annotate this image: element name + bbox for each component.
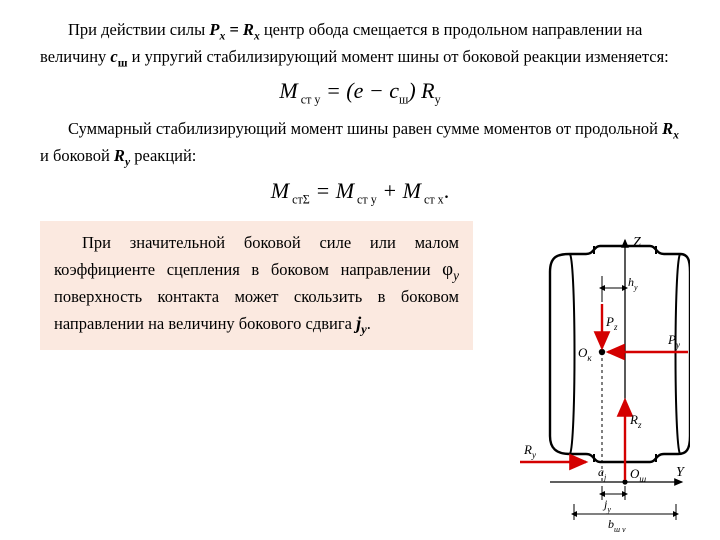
rz-label: Rz <box>629 412 642 430</box>
tire-shoulder-left <box>570 254 575 454</box>
p2-Ry: R <box>114 146 125 165</box>
osh-point <box>622 479 627 484</box>
ry-label: Ry <box>523 442 536 460</box>
f2-dot: . <box>444 178 450 203</box>
ok-label: Oк <box>578 345 592 363</box>
f1-eq: = (e − c <box>320 78 399 103</box>
osh-label: Oш <box>630 466 646 484</box>
f1-sh: ш <box>399 92 408 106</box>
p2-a: Суммарный стабилизирующий момент шины ра… <box>68 119 662 138</box>
hl-a: При значительной боковой силе или малом … <box>54 233 459 279</box>
tire-shoulder-right <box>676 254 681 454</box>
bshy-label: bш y <box>608 517 626 532</box>
p1-Px: P <box>209 20 219 39</box>
p1-Rx: R <box>243 20 254 39</box>
f2-plus: + M <box>377 178 421 203</box>
f2-sub3: ст x <box>421 192 444 206</box>
p1-text-a: При действии силы <box>68 20 209 39</box>
hy-label: hy <box>628 275 638 292</box>
paragraph-1: При действии силы Px = Rx центр обода см… <box>40 18 680 72</box>
f1-rest: ) R <box>408 78 434 103</box>
pz-label: Pz <box>605 314 618 332</box>
p1-c-sub: ш <box>118 57 128 69</box>
z-label: Z <box>633 235 641 250</box>
hl-dot: . <box>367 314 371 333</box>
jy-label: jy <box>602 497 611 514</box>
p2-mid: и боковой <box>40 146 114 165</box>
py-label: Py <box>667 332 680 350</box>
hl-phi-sub: y <box>453 267 459 282</box>
y-label: Y <box>676 465 686 480</box>
tire-diagram: Z Y Oк Oш hy Pz Py <box>490 232 690 532</box>
f2-sub1: стΣ <box>289 192 310 206</box>
f2-eq: = M <box>310 178 354 203</box>
f2-M1: M <box>271 178 289 203</box>
p1-c-var: c <box>110 47 117 66</box>
p2-Rx: R <box>662 119 673 138</box>
formula-2: M стΣ = M ст y + M ст x. <box>40 178 680 207</box>
f1-sub1: ст y <box>298 92 321 106</box>
paragraph-2: Суммарный стабилизирующий момент шины ра… <box>40 117 680 171</box>
f1-y: y <box>435 92 441 106</box>
p2-b: реакций: <box>130 146 196 165</box>
p1-text-c: и упругий стабилизирующий момент шины от… <box>128 47 669 66</box>
tire-outline <box>548 232 690 464</box>
formula-1: M ст y = (e − cш) Ry <box>40 78 680 107</box>
p1-eq-mid: = <box>225 20 243 39</box>
f1-M: M <box>279 78 297 103</box>
hl-b: поверхность контакта может скользить в б… <box>54 287 459 333</box>
p2-Rx-sub: x <box>673 130 679 142</box>
hl-phi: φ <box>442 259 453 280</box>
tire-body <box>550 246 690 462</box>
f2-sub2: ст y <box>354 192 377 206</box>
highlight-note: При значительной боковой силе или малом … <box>40 221 473 350</box>
